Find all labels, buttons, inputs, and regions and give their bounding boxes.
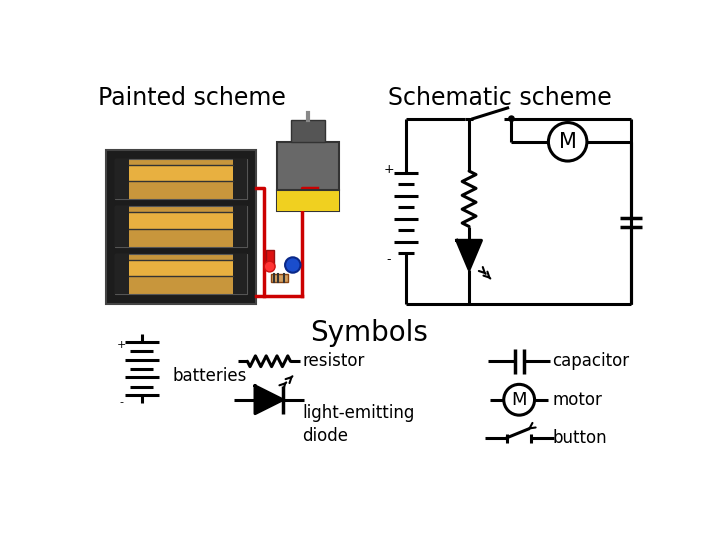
Polygon shape (115, 254, 248, 294)
Polygon shape (115, 254, 129, 294)
Polygon shape (115, 159, 248, 199)
Polygon shape (233, 159, 248, 199)
Polygon shape (233, 206, 248, 247)
Polygon shape (129, 165, 233, 181)
Circle shape (285, 257, 300, 273)
Text: M: M (559, 132, 577, 152)
Text: Painted scheme: Painted scheme (98, 86, 286, 110)
Polygon shape (271, 274, 288, 282)
Text: Symbols: Symbols (310, 319, 428, 347)
Polygon shape (266, 249, 274, 267)
Text: capacitor: capacitor (552, 352, 629, 370)
Text: M: M (511, 391, 527, 409)
Polygon shape (129, 260, 233, 276)
Polygon shape (277, 190, 339, 211)
Text: +: + (117, 340, 127, 350)
Polygon shape (277, 142, 339, 211)
Polygon shape (456, 240, 482, 269)
Text: +: + (384, 163, 395, 176)
Text: batteries: batteries (173, 367, 247, 385)
Polygon shape (115, 159, 129, 199)
Text: motor: motor (552, 391, 602, 409)
Text: Schematic scheme: Schematic scheme (388, 86, 612, 110)
Text: light-emitting
diode: light-emitting diode (302, 404, 415, 444)
Polygon shape (255, 386, 283, 414)
Text: -: - (387, 253, 391, 266)
Circle shape (509, 116, 514, 122)
Polygon shape (115, 206, 248, 247)
Polygon shape (129, 212, 233, 228)
Polygon shape (233, 254, 248, 294)
Circle shape (264, 261, 275, 272)
Text: button: button (552, 429, 607, 447)
Polygon shape (291, 120, 325, 142)
Polygon shape (106, 150, 256, 303)
Text: resistor: resistor (302, 352, 364, 370)
Polygon shape (115, 206, 129, 247)
Text: -: - (120, 397, 124, 407)
